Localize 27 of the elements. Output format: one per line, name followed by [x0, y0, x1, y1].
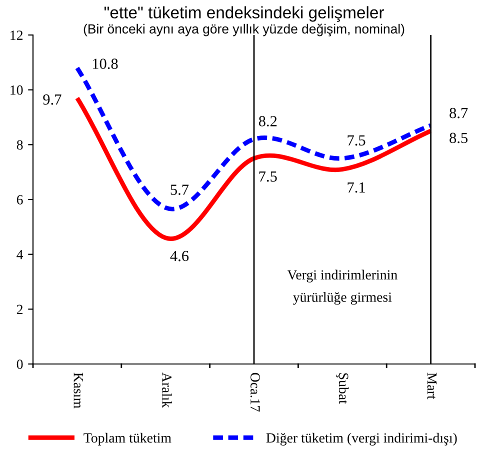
legend-label: Toplam tüketim: [84, 432, 172, 446]
data-label: 10.8: [92, 58, 118, 70]
data-label: 8.2: [258, 116, 277, 126]
data-label: 5.7: [170, 184, 189, 195]
legend-label: Diğer tüketim (vergi indirimi-dışı): [266, 432, 457, 446]
data-label: 8.7: [450, 108, 468, 118]
y-tick-label: 12: [10, 30, 23, 40]
y-tick-label: 0: [16, 360, 23, 369]
data-label: 7.5: [348, 135, 366, 146]
annotation: Vergi indirimlerinin yürürlüğe girmesi: [287, 270, 398, 305]
data-label: 7.5: [259, 171, 277, 182]
chart-subtitle: (Bir önceki aynı aya göre yıllık yüzde değişim, nominal): [84, 24, 404, 36]
y-tick-label: 8: [16, 140, 23, 150]
y-tick-label: 4: [16, 250, 24, 260]
data-label: 9.7: [43, 94, 62, 105]
data-label: 4.6: [170, 250, 189, 262]
y-tick-label: 6: [16, 195, 23, 204]
x-tick-label: Oca.17: [250, 372, 260, 412]
x-tick-label: Mart: [427, 372, 437, 400]
chart-title: "ette" tüketim endeksindeki gelişmeler: [104, 6, 384, 22]
data-label: 8.5: [450, 132, 468, 144]
y-tick-label: 10: [10, 85, 23, 95]
data-label: 7.1: [348, 182, 365, 193]
x-tick-label: Kasım: [74, 372, 83, 408]
x-tick-label: Aralık: [162, 372, 172, 408]
x-tick-label: Şubat: [336, 373, 349, 404]
y-tick-label: 2: [16, 304, 23, 314]
